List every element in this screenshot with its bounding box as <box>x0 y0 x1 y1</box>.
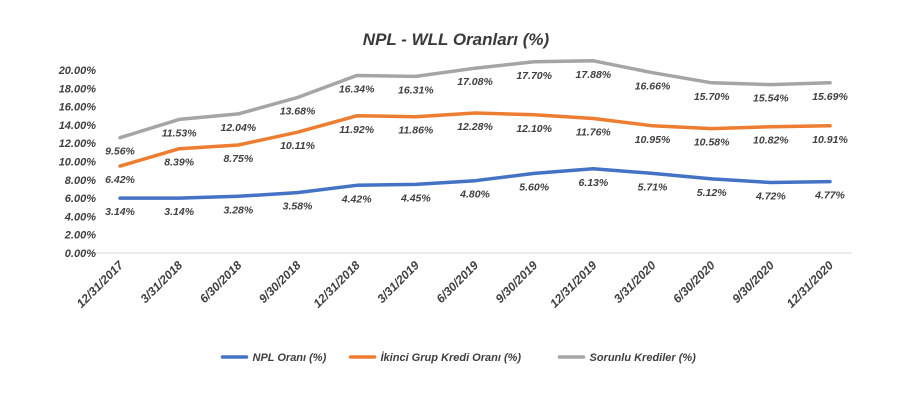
x-tick-label: 9/30/2020 <box>729 258 777 306</box>
data-label: 5.60% <box>519 181 549 193</box>
series-line-2 <box>118 59 832 140</box>
data-label: 3.14% <box>164 206 194 218</box>
y-tick-label: 12.00% <box>59 138 97 150</box>
data-label: 17.08% <box>457 76 493 88</box>
series-line-1 <box>118 111 832 168</box>
data-label: 4.42% <box>341 193 372 205</box>
data-label: 10.82% <box>753 135 789 147</box>
data-label: 4.45% <box>400 192 431 204</box>
y-tick-label: 8.00% <box>65 175 96 187</box>
data-label: 11.53% <box>162 127 197 139</box>
x-tick-label: 12/31/2018 <box>310 258 363 311</box>
y-tick-label: 14.00% <box>59 120 97 132</box>
data-label: 3.14% <box>105 206 135 218</box>
data-label: 8.39% <box>164 157 194 169</box>
y-tick-label: 6.00% <box>65 193 96 205</box>
data-label: 15.54% <box>753 93 789 105</box>
data-label: 11.92% <box>339 124 374 136</box>
data-label: 15.70% <box>694 91 730 103</box>
x-tick-label: 6/30/2019 <box>433 258 481 306</box>
y-tick-label: 16.00% <box>59 102 97 114</box>
y-axis: 0.00% 2.00% 4.00% 6.00% 8.00% 10.00% 12.00% 14.… <box>58 65 97 260</box>
data-label: 16.34% <box>339 83 375 95</box>
data-label: 15.69% <box>812 91 848 103</box>
data-label: 10.11% <box>280 140 315 152</box>
x-tick-label: 6/30/2020 <box>670 258 718 306</box>
legend-label: Sorunlu Krediler (%) <box>590 352 697 364</box>
y-tick-label: 0.00% <box>65 248 96 260</box>
data-label: 17.88% <box>576 69 612 81</box>
y-tick-label: 4.00% <box>64 211 96 223</box>
data-label: 9.56% <box>105 146 135 158</box>
data-label: 3.58% <box>283 201 313 213</box>
data-label: 13.68% <box>280 105 316 117</box>
data-label: 12.28% <box>457 121 493 133</box>
data-label: 12.04% <box>221 122 257 134</box>
data-label: 10.95% <box>635 134 671 146</box>
x-tick-label: 3/31/2018 <box>138 258 186 306</box>
data-labels: 3.14% 3.14% 3.28% 3.58% 4.42% 4.45% 4.80% 5.60%… <box>105 69 848 218</box>
x-tick-label: 12/31/2020 <box>784 258 837 311</box>
data-label: 6.13% <box>578 177 608 189</box>
x-axis: 12/31/2017 3/31/2018 6/30/2018 9/30/2018 12/… <box>74 257 837 310</box>
series-lines <box>118 59 832 200</box>
x-tick-label: 6/30/2018 <box>197 258 245 306</box>
data-label: 12.10% <box>516 123 552 135</box>
legend-label: NPL Oranı (%) <box>253 352 327 364</box>
legend-label: İkinci Grup Kredi Oranı (%) <box>381 351 522 364</box>
data-label: 5.12% <box>697 187 727 199</box>
chart-title: NPL - WLL Oranları (%) <box>363 30 550 49</box>
data-label: 6.42% <box>105 174 135 186</box>
series-line-0 <box>118 167 832 200</box>
data-label: 4.80% <box>459 189 490 201</box>
x-tick-label: 3/31/2020 <box>611 258 659 306</box>
data-label: 16.66% <box>635 81 671 93</box>
data-label: 4.72% <box>755 191 786 203</box>
y-tick-label: 20.00% <box>58 65 97 77</box>
y-tick-label: 10.00% <box>59 157 97 169</box>
data-label: 11.76% <box>576 126 611 138</box>
x-tick-label: 9/30/2019 <box>493 258 541 306</box>
data-label: 10.91% <box>812 134 848 146</box>
x-tick-label: 3/31/2019 <box>374 258 422 306</box>
x-tick-label: 12/31/2019 <box>547 258 600 311</box>
legend: NPL Oranı (%) İkinci Grup Kredi Oranı (%)… <box>220 351 697 364</box>
x-tick-label: 9/30/2018 <box>256 258 304 306</box>
data-label: 5.71% <box>638 181 668 193</box>
data-label: 3.28% <box>223 204 253 216</box>
data-label: 8.75% <box>223 153 253 165</box>
x-tick-label: 12/31/2017 <box>74 257 127 310</box>
data-label: 16.31% <box>398 84 434 96</box>
y-tick-label: 2.00% <box>64 230 96 242</box>
y-tick-label: 18.00% <box>59 83 97 95</box>
data-label: 4.77% <box>814 190 845 202</box>
data-label: 10.58% <box>694 137 730 149</box>
data-label: 17.70% <box>516 70 552 82</box>
data-label: 11.86% <box>398 125 433 137</box>
